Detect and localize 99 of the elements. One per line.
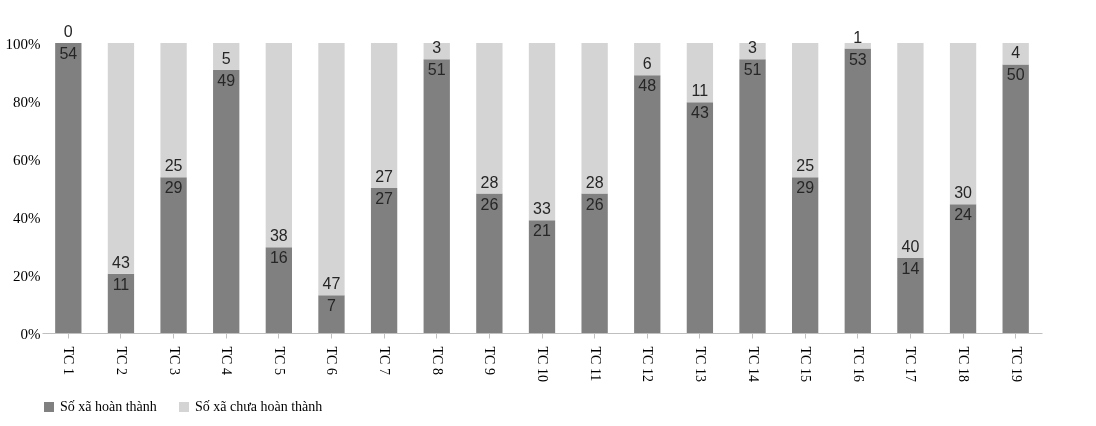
y-tick-label: 80% <box>13 93 41 110</box>
annotation: 3 <box>748 39 758 57</box>
annotation: 11 <box>112 275 130 293</box>
bar <box>318 295 345 333</box>
bar <box>107 43 135 274</box>
x-tick-label: TC 7 <box>377 346 393 375</box>
bar <box>844 48 871 333</box>
annotation: 30 <box>954 184 973 202</box>
annotation: 27 <box>375 168 394 185</box>
bar <box>844 43 871 49</box>
x-tick-label: TC 17 <box>903 346 919 382</box>
legend-label: Số xã chưa hoàn thành <box>195 399 323 414</box>
x-tick-label: TC 6 <box>324 346 340 375</box>
bar <box>949 204 977 333</box>
y-tick-label: 0% <box>20 325 41 342</box>
annotation: 21 <box>533 222 551 240</box>
bar <box>686 43 714 103</box>
bar <box>55 43 82 333</box>
x-tick-label: TC 11 <box>587 346 603 382</box>
bar <box>581 43 608 194</box>
annotation: 26 <box>480 195 499 213</box>
annotation: 48 <box>638 77 657 95</box>
x-tick-label: TC 19 <box>1008 346 1024 382</box>
annotation: 47 <box>322 275 341 293</box>
y-tick-label: 60% <box>13 151 41 168</box>
bar <box>528 220 556 333</box>
bar <box>476 43 503 194</box>
x-tick-label: TC 18 <box>956 346 972 382</box>
bar <box>213 43 240 70</box>
bar <box>265 247 292 333</box>
annotation: 51 <box>743 61 762 79</box>
x-tick-label: TC 13 <box>692 346 708 382</box>
annotation: 28 <box>480 173 499 191</box>
bar <box>792 177 819 333</box>
bar <box>634 43 661 76</box>
annotation: 11 <box>691 82 709 100</box>
annotation: 53 <box>848 50 867 68</box>
x-tick-label: TC 2 <box>113 346 129 375</box>
bar <box>160 43 187 178</box>
annotation: 29 <box>164 179 183 197</box>
annotation: 25 <box>164 157 183 175</box>
bar <box>739 59 766 333</box>
annotation: 51 <box>427 61 446 79</box>
annotation: 1 <box>853 28 863 46</box>
x-tick-label: TC 1 <box>61 346 77 375</box>
annotation: 6 <box>642 55 652 73</box>
annotation: 49 <box>217 71 236 89</box>
annotation: 33 <box>533 200 551 218</box>
x-tick-label: TC 5 <box>271 346 287 375</box>
annotation: 54 <box>59 45 78 62</box>
bar <box>897 43 924 258</box>
annotation: 29 <box>796 179 815 197</box>
x-tick-label: TC 8 <box>429 346 445 375</box>
annotation: 43 <box>691 104 709 122</box>
annotation: 43 <box>112 253 130 271</box>
bar <box>370 188 398 333</box>
annotation: 28 <box>585 173 604 191</box>
annotation: 50 <box>1006 66 1025 84</box>
x-tick-label: TC 16 <box>850 346 866 382</box>
x-tick-label: TC 10 <box>535 346 550 382</box>
x-tick-label: TC 9 <box>482 346 498 375</box>
annotation: 25 <box>796 157 815 175</box>
annotation: 26 <box>585 195 604 213</box>
bar <box>528 43 556 221</box>
bar <box>949 43 977 205</box>
annotation: 5 <box>221 49 231 67</box>
legend-label: Số xã hoàn thành <box>60 399 157 414</box>
bar <box>686 102 714 333</box>
x-tick-label: TC 4 <box>219 346 235 375</box>
x-tick-label: TC 12 <box>640 346 656 382</box>
annotation: 14 <box>901 259 920 277</box>
y-tick-label: 20% <box>13 267 41 284</box>
x-tick-label: TC 15 <box>798 346 814 382</box>
annotation: 38 <box>269 227 288 245</box>
annotation: 3 <box>432 39 442 57</box>
annotation: 4 <box>1011 44 1021 62</box>
bar <box>634 75 661 333</box>
annotation: 7 <box>327 297 337 315</box>
annotation: 40 <box>901 237 920 255</box>
bar <box>265 43 292 248</box>
x-tick-label: TC 14 <box>745 346 761 382</box>
bar <box>897 257 924 333</box>
y-tick-label: 100% <box>5 35 41 52</box>
y-tick-label: 40% <box>13 209 41 226</box>
bar <box>423 59 450 333</box>
x-tick-label: TC 3 <box>166 346 182 375</box>
bar <box>318 43 345 296</box>
annotation: 0 <box>63 23 73 40</box>
bar <box>160 177 187 333</box>
annotation: 27 <box>375 190 394 207</box>
bar <box>476 193 503 333</box>
bar <box>370 43 398 188</box>
annotation: 16 <box>269 249 288 267</box>
annotation: 24 <box>954 206 973 224</box>
bar <box>581 193 608 333</box>
bar <box>213 69 240 333</box>
bar <box>792 43 819 178</box>
bar <box>1002 64 1029 333</box>
bar <box>107 273 135 333</box>
